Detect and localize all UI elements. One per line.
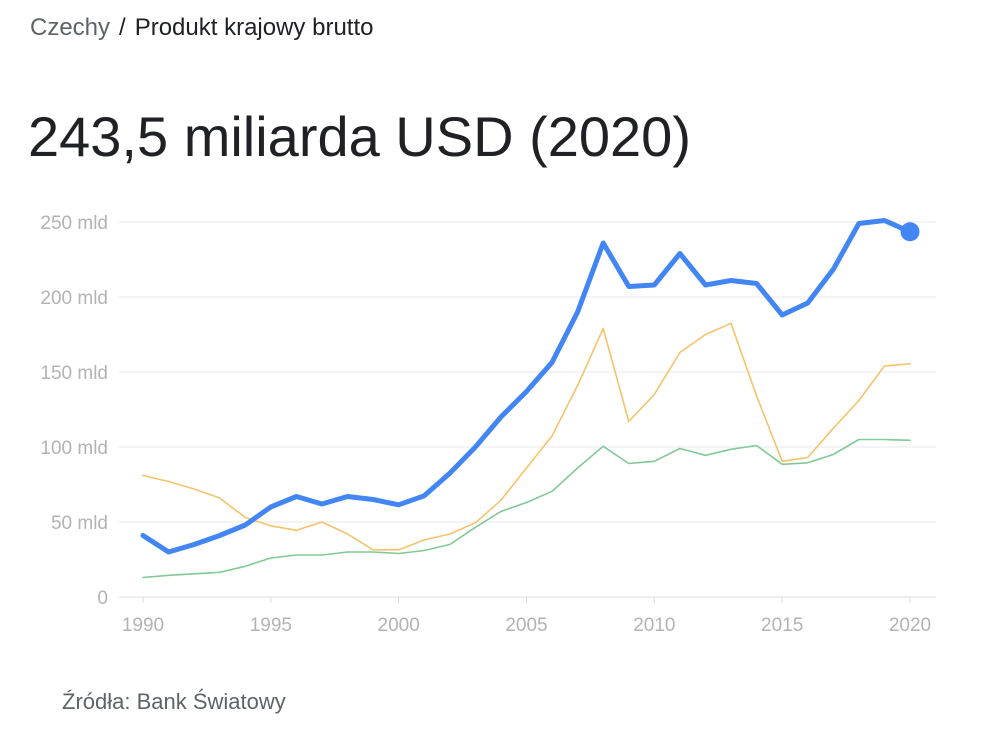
y-tick-label: 150 mld (40, 363, 108, 384)
breadcrumb-indicator: Produkt krajowy brutto (134, 14, 374, 41)
gdp-line-chart[interactable]: 0 50 mld 100 mld 150 mld 200 mld 250 mld 1990 1… (0, 190, 1007, 650)
x-tick-label: 1995 (250, 615, 292, 636)
x-tick-label: 2015 (761, 615, 803, 636)
breadcrumb: Czechy / Produkt krajowy brutto (30, 12, 373, 44)
x-tick-label: 1990 (122, 615, 164, 636)
source-attribution: Źródła: Bank Światowy (62, 689, 286, 714)
y-tick-label: 250 mld (40, 213, 108, 234)
series-line-green[interactable] (142, 438, 911, 579)
x-tick-label: 2005 (505, 615, 547, 636)
x-tick-label: 2020 (889, 615, 931, 636)
x-tick-label: 2010 (633, 615, 675, 636)
headline-value: 243,5 miliarda USD (2020) (28, 105, 691, 168)
series-line-orange[interactable] (142, 322, 911, 551)
breadcrumb-separator: / (119, 14, 126, 41)
y-tick-label: 50 mld (51, 513, 108, 534)
breadcrumb-country-link[interactable]: Czechy (30, 14, 111, 41)
y-tick-label: 100 mld (40, 438, 108, 459)
latest-value-point[interactable] (900, 222, 920, 242)
y-tick-label: 200 mld (40, 288, 108, 309)
series-line-main[interactable] (140, 218, 913, 555)
x-tick-label: 2000 (378, 615, 420, 636)
y-tick-label: 0 (97, 588, 108, 609)
